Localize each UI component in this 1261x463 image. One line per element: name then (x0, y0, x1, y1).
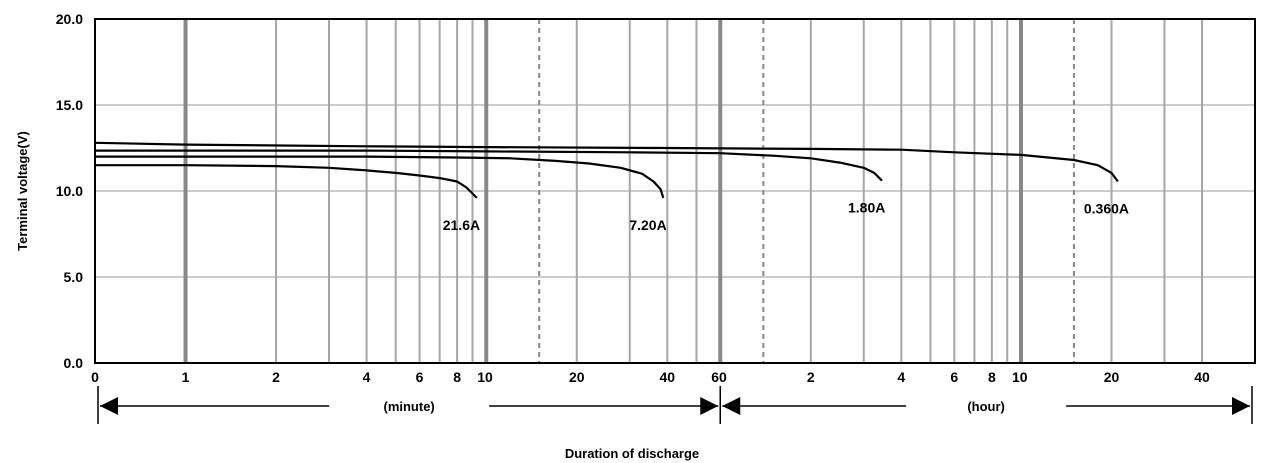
y-tick-label: 10.0 (56, 183, 83, 199)
x-tick-label: 20 (569, 369, 585, 385)
series-label-1.80A: 1.80A (848, 200, 885, 216)
unit-section-minute: (minute) (97, 386, 722, 424)
x-tick-label: 1 (182, 369, 190, 385)
unit-label: (minute) (383, 399, 434, 414)
curve-labels: 21.6A 7.20A 1.80A 0.360A (443, 200, 1129, 233)
x-tick-label: 2 (807, 369, 815, 385)
series-label-0.360A: 0.360A (1084, 201, 1129, 217)
x-tick-label: 0 (91, 369, 99, 385)
x-tick-label: 8 (453, 369, 461, 385)
x-tick-label: 6 (416, 369, 424, 385)
grid-lines (95, 19, 1255, 363)
unit-section-hour: (hour) (719, 386, 1253, 424)
arrow-right-icon (1232, 397, 1250, 415)
arrow-left-icon (100, 397, 118, 415)
series-line-0.360A (94, 141, 1119, 183)
x-tick-label: 40 (1194, 369, 1210, 385)
y-tick-label: 15.0 (56, 97, 83, 113)
series-line-7.20A (95, 155, 665, 199)
series-line-21.6A (95, 164, 478, 199)
y-tick-label: 20.0 (56, 11, 83, 27)
arrow-right-icon (700, 397, 719, 415)
x-tick-label: 2 (272, 369, 280, 385)
x-tick-label: 20 (1104, 369, 1120, 385)
y-tick-labels: 0.0 5.0 10.0 15.0 20.0 (56, 11, 83, 371)
arrow-left-icon (722, 397, 741, 415)
discharge-curves (94, 141, 1119, 199)
x-tick-label: 10 (1012, 369, 1028, 385)
x-tick-label: 10 (477, 369, 493, 385)
y-axis-title: Terminal voltage(V) (15, 131, 30, 251)
x-tick-label: 8 (988, 369, 996, 385)
x-tick-labels: 0 1 2 4 6 8 10 20 40 60 2 4 6 8 10 20 40 (91, 369, 1210, 385)
x-tick-label: 4 (363, 369, 371, 385)
y-tick-label: 5.0 (64, 269, 84, 285)
unit-label: (hour) (967, 399, 1005, 414)
y-tick-label: 0.0 (64, 355, 84, 371)
plot-frame (94, 18, 1256, 364)
x-tick-label: 6 (950, 369, 958, 385)
unit-sections: (minute) (hour) (97, 386, 1253, 424)
x-tick-label: 4 (897, 369, 905, 385)
series-label-21.6A: 21.6A (443, 217, 480, 233)
series-label-7.20A: 7.20A (629, 217, 666, 233)
x-tick-label: 40 (660, 369, 676, 385)
x-axis-title: Duration of discharge (565, 446, 699, 461)
series-line-1.80A (95, 149, 883, 182)
x-tick-label: 60 (711, 369, 727, 385)
